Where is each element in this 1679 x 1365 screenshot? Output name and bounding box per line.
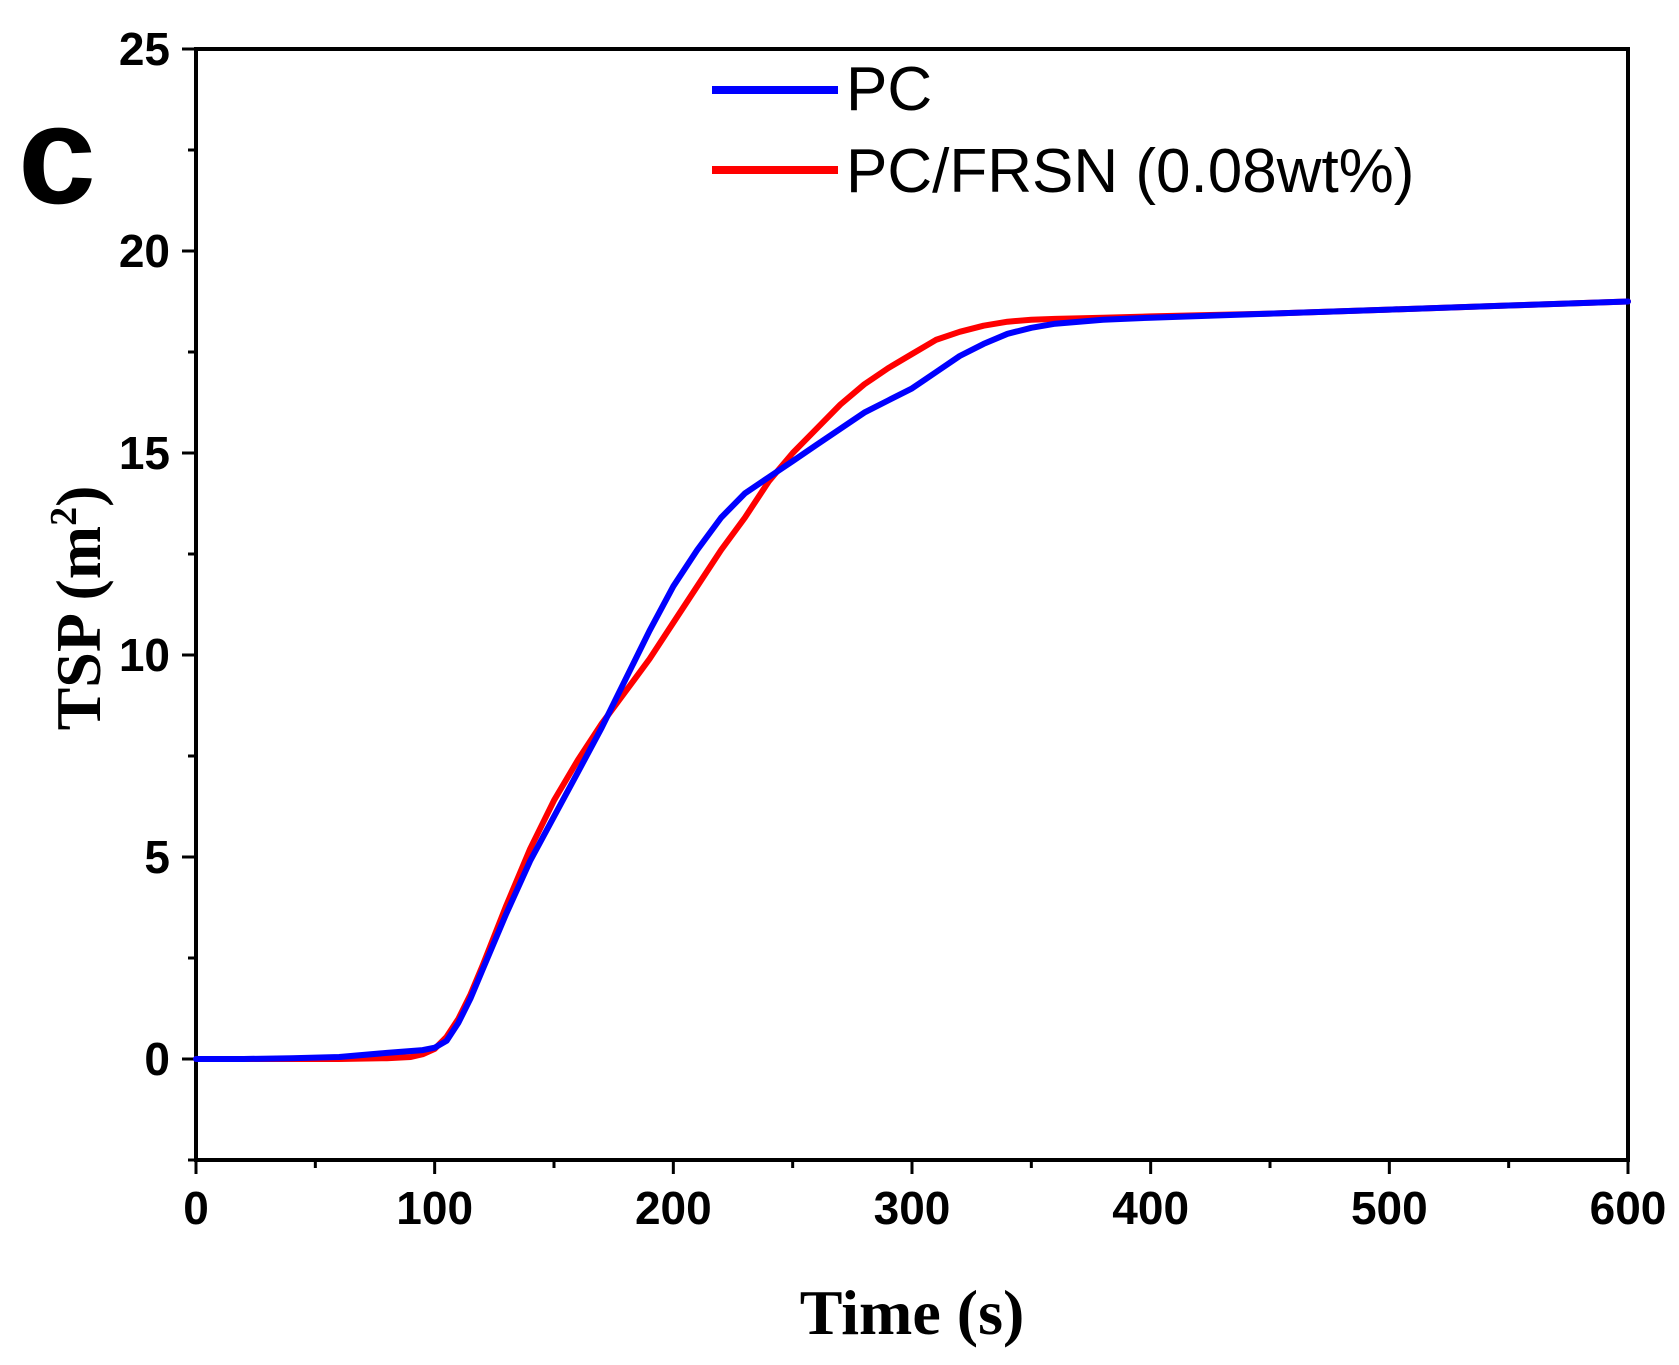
y-tick-label: 5 [144, 831, 170, 883]
y-axis-title-superscript: 2 [43, 507, 85, 526]
x-tick-label: 0 [183, 1182, 209, 1234]
series-layer [193, 298, 1631, 1062]
plot-area-frame [194, 47, 1630, 1162]
y-tick-label: 0 [144, 1033, 170, 1085]
legend-label-pc: PC [846, 55, 932, 124]
x-tick-label: 600 [1590, 1182, 1667, 1234]
legend: PC PC/FRSN (0.08wt%) [712, 55, 1414, 206]
panel-label: c [18, 76, 96, 233]
y-tick-label: 25 [119, 23, 170, 75]
x-axis-title: Time (s) [800, 1277, 1025, 1348]
axis-tick-labels: 0 100 200 300 400 500 600 0 5 10 15 20 25 [119, 23, 1667, 1234]
axis-ticks [182, 47, 1630, 1174]
series-line-pc [193, 298, 1631, 1062]
x-tick-label: 100 [396, 1182, 473, 1234]
legend-label-pc-frsn: PC/FRSN (0.08wt%) [846, 137, 1414, 206]
x-tick-label: 300 [874, 1182, 951, 1234]
y-tick-label: 10 [119, 629, 170, 681]
x-tick-label: 400 [1112, 1182, 1189, 1234]
y-tick-label: 20 [119, 225, 170, 277]
series-line-pc-frsn-0-08wt [193, 298, 1631, 1062]
y-tick-label: 15 [119, 427, 170, 479]
x-tick-label: 200 [635, 1182, 712, 1234]
y-axis-title: TSP (m2) [43, 486, 114, 731]
y-axis-title-main: TSP (m [43, 526, 114, 730]
x-tick-label: 500 [1351, 1182, 1428, 1234]
y-axis-title-close: ) [43, 486, 114, 507]
